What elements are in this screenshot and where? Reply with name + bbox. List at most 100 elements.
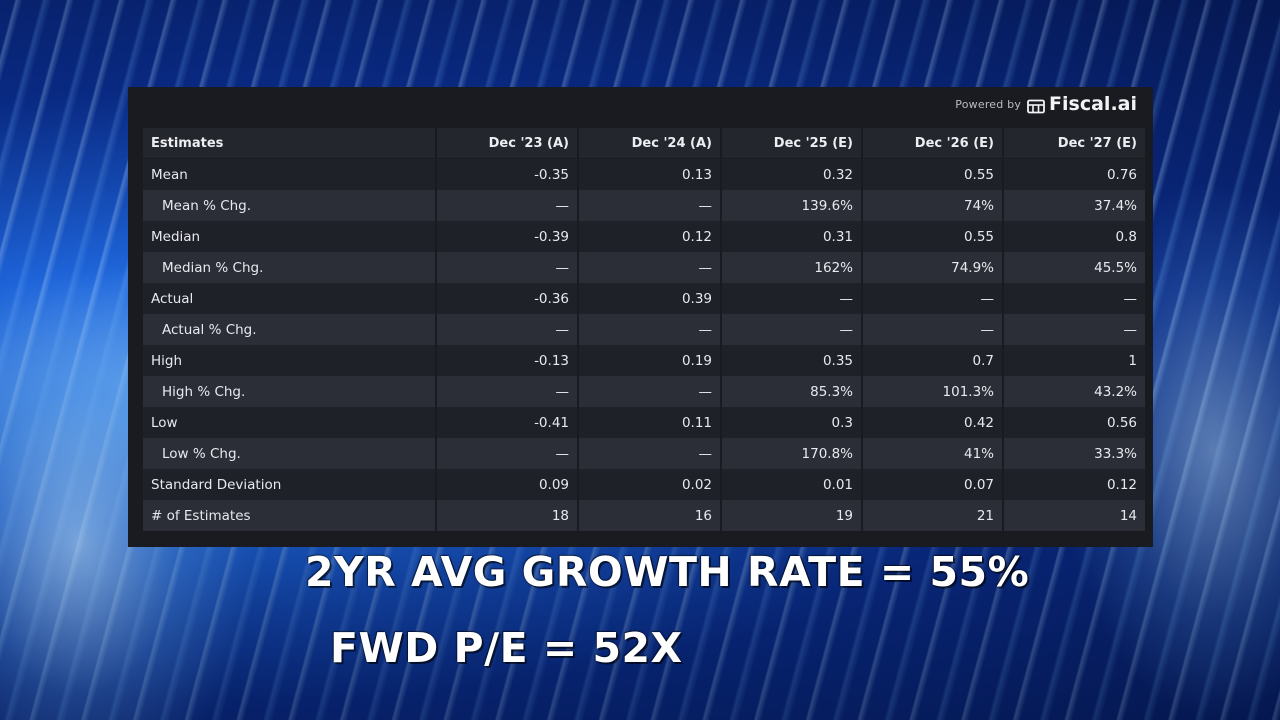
table-cell: — — [722, 314, 863, 345]
table-cell: — — [1004, 283, 1145, 314]
row-label: Low % Chg. — [143, 438, 437, 469]
table-cell: 41% — [863, 438, 1004, 469]
estimates-panel: Powered by Fiscal.ai Estimate — [128, 87, 1153, 547]
table-row: Actual % Chg. — — — — — — [143, 314, 1145, 345]
table-row: Median -0.39 0.12 0.31 0.55 0.8 — [143, 221, 1145, 252]
table-cell: 45.5% — [1004, 252, 1145, 283]
table-cell: 0.39 — [579, 283, 722, 314]
table-cell: -0.39 — [437, 221, 579, 252]
row-label: Mean % Chg. — [143, 190, 437, 221]
table-cell: -0.13 — [437, 345, 579, 376]
table-cell: 1 — [1004, 345, 1145, 376]
table-cell: — — [579, 190, 722, 221]
column-header[interactable]: Dec '24 (A) — [579, 128, 722, 159]
forward-pe-caption: FWD P/E = 52X — [330, 624, 683, 672]
table-cell: 0.12 — [579, 221, 722, 252]
table-cell: — — [722, 283, 863, 314]
table-row: Low % Chg. — — 170.8% 41% 33.3% — [143, 438, 1145, 469]
table-cell: 43.2% — [1004, 376, 1145, 407]
table-cell: — — [437, 252, 579, 283]
table-cell: 162% — [722, 252, 863, 283]
table-cell: 101.3% — [863, 376, 1004, 407]
table-cell: 16 — [579, 500, 722, 531]
table-cell: — — [579, 376, 722, 407]
estimates-table: Estimates Dec '23 (A) Dec '24 (A) Dec '2… — [143, 128, 1145, 531]
powered-by-badge: Powered by Fiscal.ai — [955, 93, 1137, 115]
table-cell: — — [579, 252, 722, 283]
table-cell: 74.9% — [863, 252, 1004, 283]
row-label: Median % Chg. — [143, 252, 437, 283]
row-label: Actual — [143, 283, 437, 314]
table-cell: 0.8 — [1004, 221, 1145, 252]
table-cell: 139.6% — [722, 190, 863, 221]
table-row: Mean % Chg. — — 139.6% 74% 37.4% — [143, 190, 1145, 221]
table-header-row: Estimates Dec '23 (A) Dec '24 (A) Dec '2… — [143, 128, 1145, 159]
table-cell: 14 — [1004, 500, 1145, 531]
table-cell: 0.3 — [722, 407, 863, 438]
table-cell: — — [437, 438, 579, 469]
table-cell: 85.3% — [722, 376, 863, 407]
table-cell: — — [437, 376, 579, 407]
column-header[interactable]: Dec '25 (E) — [722, 128, 863, 159]
table-row: Standard Deviation 0.09 0.02 0.01 0.07 0… — [143, 469, 1145, 500]
row-label: Actual % Chg. — [143, 314, 437, 345]
table-row: # of Estimates 18 16 19 21 14 — [143, 500, 1145, 531]
table-cell: 0.09 — [437, 469, 579, 500]
table-cell: — — [1004, 314, 1145, 345]
table-row: Median % Chg. — — 162% 74.9% 45.5% — [143, 252, 1145, 283]
column-header[interactable]: Dec '26 (E) — [863, 128, 1004, 159]
table-cell: 18 — [437, 500, 579, 531]
table-cell: — — [579, 438, 722, 469]
row-label: Median — [143, 221, 437, 252]
row-label: Mean — [143, 159, 437, 190]
table-cell: 37.4% — [1004, 190, 1145, 221]
table-cell: — — [437, 190, 579, 221]
table-cell: 0.56 — [1004, 407, 1145, 438]
table-cell: 0.76 — [1004, 159, 1145, 190]
brand: Fiscal.ai — [1027, 93, 1137, 115]
table-cell: 0.42 — [863, 407, 1004, 438]
column-header[interactable]: Dec '23 (A) — [437, 128, 579, 159]
table-cell: -0.41 — [437, 407, 579, 438]
table-cell: 0.19 — [579, 345, 722, 376]
row-label: High — [143, 345, 437, 376]
table-cell: 0.11 — [579, 407, 722, 438]
table-cell: 170.8% — [722, 438, 863, 469]
row-label: Standard Deviation — [143, 469, 437, 500]
table-cell: — — [437, 314, 579, 345]
row-label: # of Estimates — [143, 500, 437, 531]
table-cell: 21 — [863, 500, 1004, 531]
table-cell: 0.07 — [863, 469, 1004, 500]
table-cell: 0.32 — [722, 159, 863, 190]
table-cell: 74% — [863, 190, 1004, 221]
table-cell: — — [863, 314, 1004, 345]
growth-rate-caption: 2YR AVG GROWTH RATE = 55% — [305, 548, 1030, 596]
table-cell: 0.13 — [579, 159, 722, 190]
table-cell: -0.35 — [437, 159, 579, 190]
table-cell: 0.12 — [1004, 469, 1145, 500]
table-cell: 0.31 — [722, 221, 863, 252]
table-row: Mean -0.35 0.13 0.32 0.55 0.76 — [143, 159, 1145, 190]
fiscal-logo-icon — [1027, 97, 1045, 113]
table-cell: — — [579, 314, 722, 345]
powered-by-label: Powered by — [955, 97, 1022, 111]
table-row: High -0.13 0.19 0.35 0.7 1 — [143, 345, 1145, 376]
table-cell: -0.36 — [437, 283, 579, 314]
brand-name: Fiscal.ai — [1049, 93, 1137, 115]
table-cell: 33.3% — [1004, 438, 1145, 469]
table-row: Low -0.41 0.11 0.3 0.42 0.56 — [143, 407, 1145, 438]
table-cell: — — [863, 283, 1004, 314]
row-label: High % Chg. — [143, 376, 437, 407]
table-cell: 0.35 — [722, 345, 863, 376]
table-cell: 19 — [722, 500, 863, 531]
table-row: Actual -0.36 0.39 — — — — [143, 283, 1145, 314]
column-header[interactable]: Estimates — [143, 128, 437, 159]
row-label: Low — [143, 407, 437, 438]
table-cell: 0.55 — [863, 159, 1004, 190]
column-header[interactable]: Dec '27 (E) — [1004, 128, 1145, 159]
table-cell: 0.02 — [579, 469, 722, 500]
table-cell: 0.55 — [863, 221, 1004, 252]
table-cell: 0.7 — [863, 345, 1004, 376]
table-row: High % Chg. — — 85.3% 101.3% 43.2% — [143, 376, 1145, 407]
table-cell: 0.01 — [722, 469, 863, 500]
